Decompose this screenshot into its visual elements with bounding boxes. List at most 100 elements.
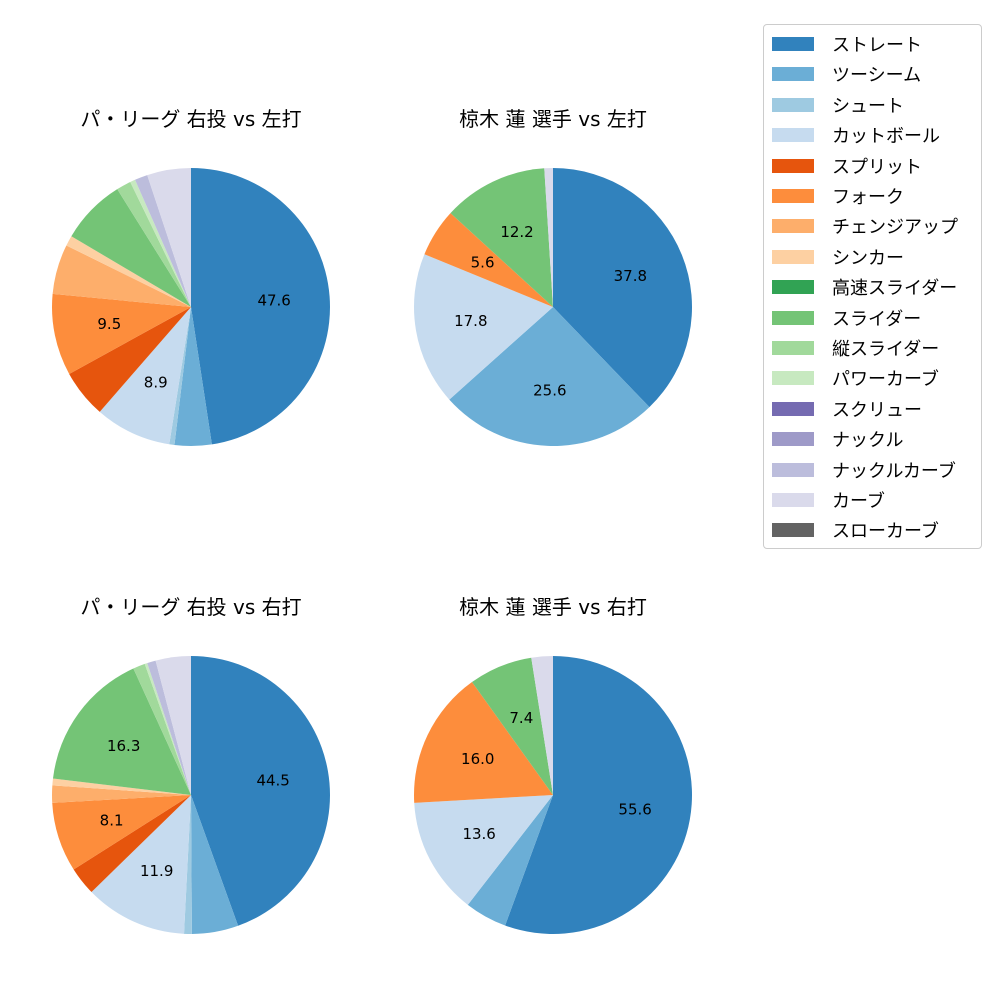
pie-slice	[147, 168, 191, 307]
slice-value-label: 5.6	[471, 253, 495, 271]
legend-swatch	[772, 493, 814, 507]
pie-slice	[414, 254, 553, 400]
panel-title: パ・リーグ 右投 vs 右打	[80, 595, 302, 619]
pie-slice	[174, 307, 212, 446]
pie-slice	[73, 795, 191, 893]
legend-item: チェンジアップ	[772, 214, 958, 238]
legend-swatch	[772, 341, 814, 355]
slice-value-label: 7.4	[509, 709, 533, 727]
legend-swatch	[772, 67, 814, 82]
slice-value-label: 16.0	[461, 750, 494, 768]
slice-value-label: 17.8	[454, 312, 487, 330]
legend-swatch	[772, 249, 814, 264]
legend-item: ツーシーム	[772, 62, 921, 86]
legend-swatch	[772, 371, 814, 386]
slice-value-label: 12.2	[500, 223, 533, 241]
legend-label: スクリュー	[832, 399, 922, 421]
legend-item: スクリュー	[772, 397, 922, 421]
pie-slice	[144, 663, 191, 795]
legend-label: ナックル	[832, 430, 904, 452]
legend: ストレートツーシームシュートカットボール スプリットフォークチェンジアップ シンカー…	[763, 24, 982, 549]
legend-swatch	[772, 97, 814, 112]
legend-item: カットボール	[772, 123, 940, 147]
slice-value-label: 25.6	[533, 381, 566, 399]
pie-slice	[169, 307, 191, 446]
pie-slice	[52, 245, 192, 307]
pie-slice	[133, 663, 191, 795]
pie-slice	[505, 656, 693, 934]
pie-slice	[91, 795, 191, 934]
legend-item: 縦スライダー	[772, 336, 939, 360]
pie-slice	[450, 168, 553, 307]
legend-label: カーブ	[832, 491, 885, 512]
slice-value-label: 11.9	[140, 862, 173, 880]
pie-slice	[414, 795, 553, 905]
legend-swatch	[772, 280, 814, 295]
slice-value-label: 16.3	[107, 737, 140, 755]
legend-item: シンカー	[772, 245, 904, 269]
legend-swatch	[772, 37, 814, 51]
pie-slice	[134, 175, 191, 307]
legend-item: ナックルカーブ	[772, 458, 956, 482]
legend-label: チェンジアップ	[832, 217, 958, 239]
pie-slice	[467, 795, 553, 926]
pie-slice	[184, 795, 192, 934]
legend-item: フォーク	[772, 184, 904, 208]
pie-slice	[52, 668, 191, 795]
legend-label: スローカーブ	[832, 521, 939, 543]
legend-item: シュート	[772, 93, 904, 117]
legend-swatch	[772, 523, 814, 538]
pie-slice	[553, 168, 693, 408]
slice-value-label: 47.6	[257, 292, 290, 310]
legend-label: ツーシーム	[832, 65, 922, 87]
pie-slice	[51, 293, 191, 374]
slice-value-label: 9.5	[97, 315, 121, 333]
legend-label: ストレート	[832, 35, 922, 56]
legend-item: ナックル	[772, 427, 903, 451]
legend-label: スライダー	[832, 308, 922, 330]
panel-title: 椋木 蓮 選手 vs 左打	[459, 107, 647, 131]
pie-slice	[99, 307, 191, 445]
pie-slice	[51, 785, 191, 803]
legend-label: スプリット	[832, 156, 922, 178]
legend-label: カットボール	[832, 126, 940, 148]
slice-value-label: 37.8	[614, 267, 647, 285]
pie-slice	[191, 795, 239, 934]
pie-slice	[191, 168, 331, 445]
legend-item: カーブ	[772, 488, 885, 512]
slice-value-label: 44.5	[256, 772, 289, 790]
pie-slice	[424, 213, 553, 307]
pie-slice	[117, 181, 191, 307]
pie-slice	[66, 236, 191, 307]
legend-label: 縦スライダー	[832, 339, 940, 360]
slice-value-label: 55.6	[618, 801, 651, 819]
pie-slice	[155, 656, 191, 795]
legend-swatch	[772, 401, 814, 416]
pie-slice	[191, 656, 330, 926]
slice-value-label: 8.1	[100, 812, 124, 830]
legend-item: スローカーブ	[772, 518, 939, 542]
pie-slice	[449, 307, 650, 446]
legend-label: シンカー	[832, 247, 904, 269]
legend-swatch	[772, 128, 814, 143]
legend-label: ナックルカーブ	[832, 460, 956, 482]
pie-slice	[52, 778, 191, 795]
pie-slice	[531, 656, 553, 795]
legend-swatch	[772, 158, 814, 173]
legend-item: スライダー	[772, 306, 921, 330]
legend-label: フォーク	[832, 187, 904, 208]
slice-value-label: 13.6	[462, 825, 495, 843]
slice-value-label: 8.9	[144, 374, 168, 392]
pie-slice	[414, 682, 553, 803]
pie-slice	[71, 189, 191, 307]
legend-label: 高速スライダー	[832, 278, 958, 300]
pie-slice	[52, 795, 191, 870]
legend-swatch	[772, 462, 814, 477]
legend-label: パワーカーブ	[832, 369, 939, 391]
pie-slice	[130, 179, 191, 307]
pie-slice	[472, 657, 553, 795]
legend-swatch	[772, 219, 814, 234]
